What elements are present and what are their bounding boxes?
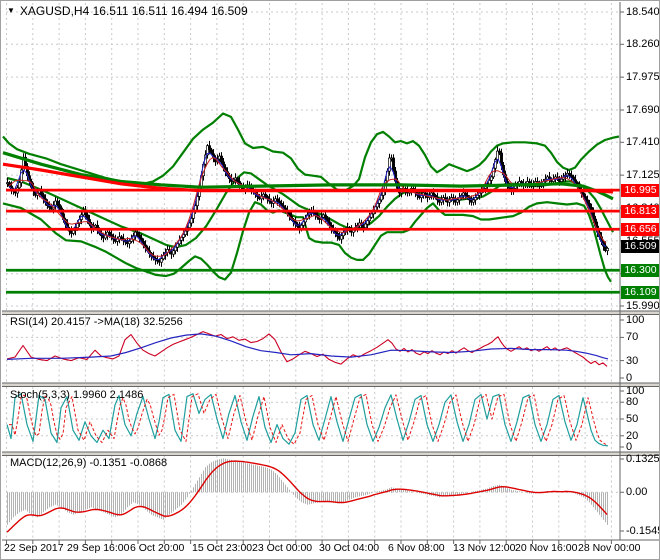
- time-axis-label: 30 Oct 04:00: [319, 542, 380, 554]
- macd-indicator-label: MACD(12,26,9) -0.1351 -0.0868: [10, 457, 168, 469]
- time-axis-label: 6 Nov 08:00: [388, 542, 445, 554]
- fast-ma-blue-line: [8, 152, 607, 261]
- rsi-ma-line: [6, 333, 609, 360]
- bollinger-upper-band: [2, 112, 620, 192]
- stoch-tick-label: 20: [626, 429, 639, 442]
- price-tick-label: 17.125: [626, 169, 660, 182]
- time-axis-label: 13 Nov 12:00: [453, 542, 516, 554]
- main-chart-plot-area[interactable]: [6, 3, 620, 311]
- slow-ma-green-line: [2, 151, 614, 201]
- rsi-tick-label: 0: [626, 372, 633, 384]
- time-axis-label: 20 Nov 16:00: [515, 542, 578, 554]
- time-axis-label: 29 Sep 16:00: [67, 542, 130, 554]
- chart-dropdown-icon[interactable]: ▼: [7, 6, 15, 15]
- level-price-label: 16.109: [621, 285, 659, 299]
- stoch-tick-label: 100: [626, 385, 645, 397]
- time-axis-label: 22 Sep 2017: [4, 542, 64, 554]
- rsi-tick-label: 30: [626, 354, 639, 367]
- macd-histogram: [7, 458, 608, 525]
- macd-signal-line: [6, 460, 608, 533]
- time-axis-label: 28 Nov 00:00: [578, 542, 641, 554]
- macd-tick-label: 0.1325: [626, 453, 660, 465]
- time-axis-label: 23 Oct 00:00: [252, 542, 313, 554]
- price-tick-label: 17.410: [626, 136, 660, 149]
- time-axis-label: 6 Oct 20:00: [130, 542, 185, 554]
- stochastic-k-line: [6, 393, 609, 447]
- price-tick-label: 17.975: [626, 71, 660, 84]
- rsi-indicator-label: RSI(14) 20.4157 ->MA(18) 32.5256: [10, 316, 183, 328]
- price-tick-label: 18.260: [626, 38, 660, 51]
- bollinger-lower-band: [2, 201, 612, 283]
- time-axis-label: 15 Oct 23:00: [192, 542, 253, 554]
- price-tick-label: 17.690: [626, 103, 660, 116]
- stochastic-d-line: [9, 393, 607, 445]
- macd-tick-label: 0.00: [626, 486, 648, 499]
- level-price-label: 16.656: [621, 222, 659, 236]
- stoch-tick-label: 0: [626, 441, 633, 453]
- symbol-ohlc-label: XAGUSD,H4 16.511 16.511 16.494 16.509: [19, 4, 248, 18]
- stoch-tick-label: 50: [626, 413, 639, 425]
- current-price-label: 16.509: [621, 239, 659, 253]
- chart-title-bar[interactable]: ▼ XAGUSD,H4 16.511 16.511 16.494 16.509: [7, 4, 248, 18]
- stochastic-indicator-label: Stoch(5,3,3) 1.9960 2.1486: [10, 389, 144, 401]
- fast-ma-red-line: [8, 157, 607, 257]
- level-price-label: 16.995: [621, 183, 659, 197]
- stoch-tick-label: 80: [626, 396, 639, 409]
- price-tick-label: 15.990: [626, 299, 660, 312]
- rsi-tick-label: 100: [626, 314, 645, 326]
- rsi-tick-label: 70: [626, 331, 639, 344]
- macd-tick-label: -0.1545: [626, 524, 660, 537]
- level-price-label: 16.300: [621, 263, 659, 277]
- level-price-label: 16.813: [621, 204, 659, 218]
- price-tick-label: 18.540: [626, 6, 660, 18]
